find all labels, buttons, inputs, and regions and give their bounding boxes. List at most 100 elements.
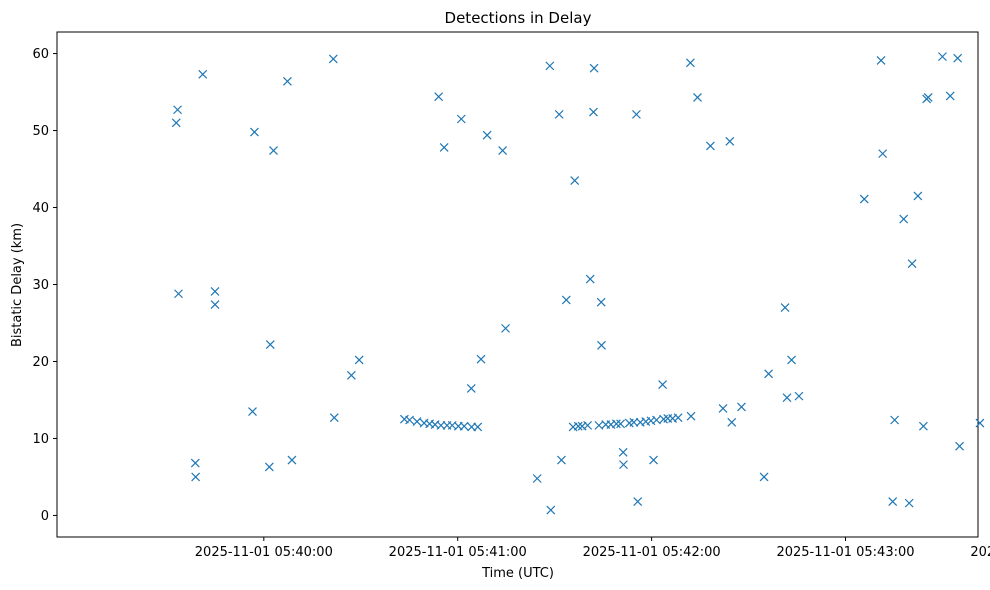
x-tick-label: 2025-11-01 05:41:00 (389, 545, 527, 560)
y-tick-label: 0 (41, 509, 49, 524)
data-point (955, 441, 965, 451)
data-point-stroke (899, 214, 909, 224)
data-point (706, 141, 715, 151)
data-point (787, 355, 796, 365)
x-tick-label: 2025-11-01 05:43:00 (776, 545, 914, 560)
data-point-stroke (589, 63, 599, 73)
data-point-stroke (945, 91, 955, 101)
data-point-stroke (633, 497, 643, 507)
data-point-stroke (907, 259, 917, 269)
data-point (899, 214, 909, 224)
data-point-stroke (250, 127, 259, 137)
data-point-stroke (668, 414, 678, 423)
data-point-stroke (878, 149, 888, 159)
data-point (589, 107, 598, 117)
data-point (439, 143, 449, 152)
data-point-stroke (583, 420, 593, 430)
data-point-stroke (545, 61, 555, 71)
data-point (718, 404, 728, 413)
data-point (953, 53, 963, 63)
data-point (878, 149, 888, 159)
x-tick-label: 2025-11-01 05:42:00 (583, 545, 721, 560)
data-point-stroke (501, 323, 510, 333)
data-point (693, 93, 702, 102)
data-point-stroke (629, 417, 639, 427)
data-point (794, 391, 804, 401)
data-point (329, 413, 339, 423)
data-point-stroke (635, 417, 645, 427)
data-point (434, 92, 444, 102)
data-point (554, 109, 564, 119)
data-point-stroke (725, 136, 735, 146)
data-point-stroke (456, 114, 466, 124)
data-point (354, 355, 364, 365)
data-point-stroke (173, 105, 182, 115)
data-point-stroke (596, 297, 606, 307)
data-point (557, 455, 566, 465)
data-point (725, 136, 735, 146)
data-point-stroke (498, 146, 508, 155)
data-points (171, 52, 985, 515)
data-point (282, 76, 292, 86)
data-point-stroke (918, 421, 928, 431)
data-point-stroke (561, 295, 571, 305)
data-point (561, 295, 571, 305)
data-point-stroke (476, 354, 486, 364)
data-point-stroke (673, 413, 683, 423)
data-point-stroke (248, 407, 257, 416)
data-point-stroke (597, 340, 606, 350)
data-point (466, 384, 476, 393)
data-point (658, 380, 668, 390)
data-point (473, 422, 483, 432)
data-point (907, 259, 917, 269)
data-point (618, 447, 628, 457)
data-point (631, 109, 641, 119)
data-point-stroke (354, 355, 364, 365)
data-point (764, 369, 774, 379)
data-point (737, 402, 746, 412)
data-point-stroke (764, 369, 774, 379)
y-tick-label: 50 (32, 124, 49, 139)
data-point-stroke (782, 393, 792, 403)
data-point-stroke (412, 417, 422, 426)
data-point-stroke (780, 303, 790, 313)
data-point-stroke (190, 458, 200, 468)
data-point-stroke (938, 52, 947, 62)
data-point (405, 415, 414, 425)
y-tick-label: 40 (32, 201, 49, 216)
data-point-stroke (546, 505, 556, 515)
data-point-stroke (975, 418, 985, 428)
data-point-stroke (888, 497, 898, 507)
data-point-stroke (913, 191, 923, 201)
data-point (616, 419, 626, 429)
data-point-stroke (473, 422, 483, 432)
data-point (780, 303, 790, 313)
data-point-stroke (405, 415, 414, 425)
data-point-stroke (466, 384, 476, 393)
y-tick-label: 20 (32, 355, 49, 370)
data-point (174, 289, 183, 299)
data-point (629, 417, 639, 427)
data-point (782, 393, 792, 403)
data-point (859, 194, 869, 204)
data-point-stroke (171, 118, 181, 128)
data-point-stroke (616, 419, 626, 429)
data-point (686, 411, 696, 421)
data-point-stroke (210, 300, 220, 309)
data-point-stroke (686, 411, 696, 421)
data-point-stroke (953, 53, 963, 63)
data-point (501, 323, 510, 333)
data-point-stroke (787, 355, 796, 365)
data-point-stroke (482, 130, 492, 140)
data-point (171, 118, 181, 128)
data-point (649, 455, 658, 465)
data-point-stroke (557, 455, 566, 465)
data-point (589, 63, 599, 73)
data-point-stroke (594, 420, 604, 430)
data-point (248, 407, 257, 416)
data-point-stroke (585, 274, 595, 284)
data-point (913, 191, 923, 201)
x-axis-title: Time (UTC) (481, 566, 554, 581)
